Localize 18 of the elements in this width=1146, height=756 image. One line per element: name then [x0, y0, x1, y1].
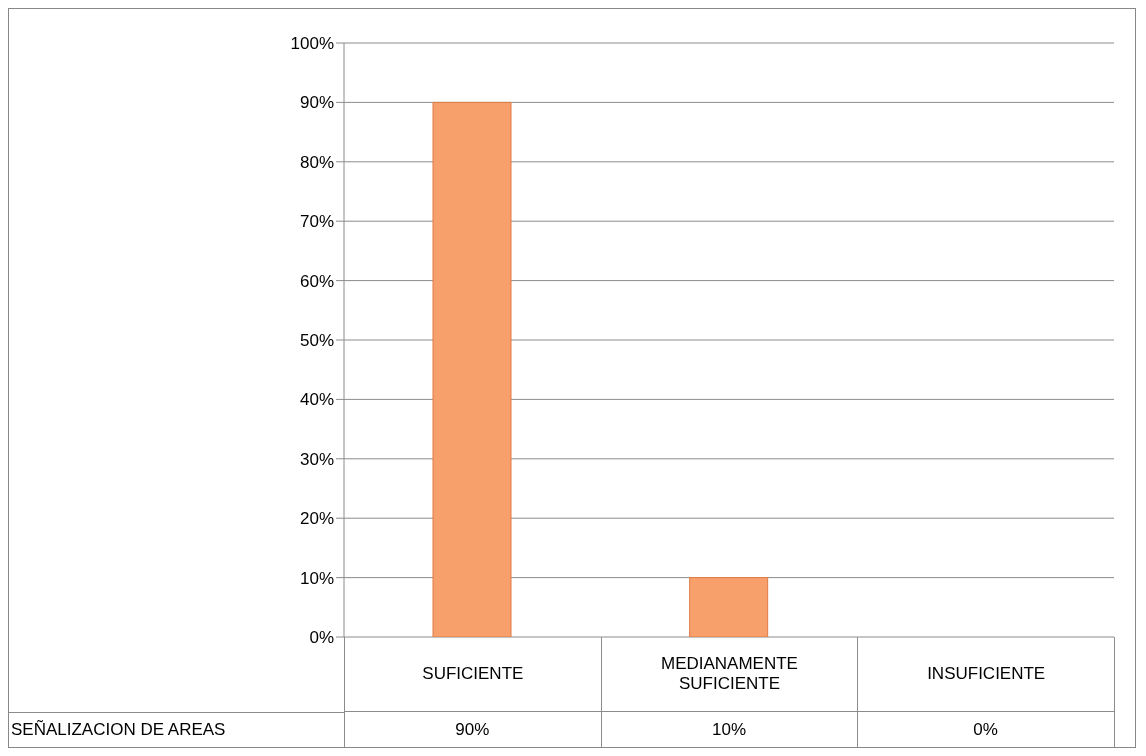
y-tick-label: 30% [299, 449, 334, 469]
y-tick-label: 40% [299, 390, 334, 410]
y-tick-label: 70% [299, 212, 334, 232]
x-tick-label: INSUFICIENTE [857, 637, 1115, 712]
data-label: 10% [600, 712, 859, 747]
data-label: 0% [857, 712, 1115, 747]
text: SEÑALIZACION DE AREAS [9, 712, 345, 747]
y-tick-label: 100% [290, 34, 334, 54]
y-tick-label: 10% [299, 568, 334, 588]
y-tick-label: 20% [299, 509, 334, 529]
y-tick-label: 90% [299, 93, 334, 113]
x-tick-label: MEDIANAMENTE SUFICIENTE [600, 637, 859, 712]
x-tick-label: SUFICIENTE [344, 637, 602, 712]
data-label: 90% [344, 712, 602, 747]
y-tick-label: 60% [299, 271, 334, 291]
y-tick-label: 0% [309, 628, 334, 648]
y-tick-label: 80% [299, 152, 334, 172]
y-tick-label: 50% [299, 331, 334, 351]
